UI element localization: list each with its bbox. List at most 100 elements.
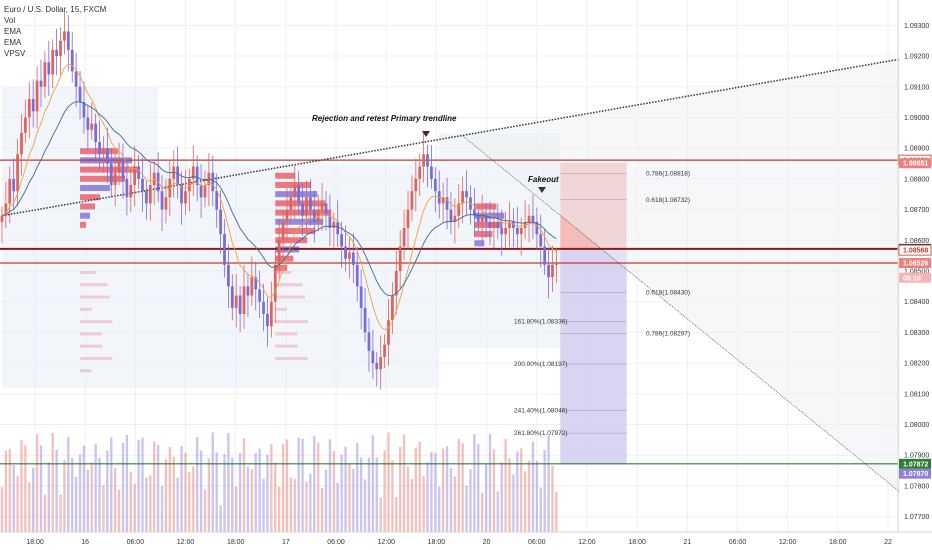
time-tick-label: 16	[81, 539, 89, 546]
time-tick-label: 12:00	[377, 539, 395, 546]
volume-bar	[199, 450, 203, 532]
volume-bar	[32, 467, 35, 532]
volume-bar	[86, 469, 90, 532]
volume-bar	[20, 440, 23, 532]
candle-body	[63, 31, 66, 41]
volume-bar	[262, 478, 265, 532]
volume-bar	[289, 477, 293, 532]
candle-body	[266, 313, 269, 327]
price-badge	[899, 258, 931, 269]
profile-bar-faded	[275, 295, 305, 299]
volume-bar	[207, 458, 211, 532]
legend-indicator-ema-2[interactable]: EMA	[4, 38, 22, 47]
fib-label: 241.40%(1.08046)	[514, 407, 568, 414]
candle-body	[59, 40, 62, 57]
candle-body	[145, 191, 148, 204]
profile-bar-faded	[80, 344, 103, 348]
candle-body	[51, 49, 55, 75]
candle-body	[543, 246, 547, 265]
candle-body	[219, 209, 222, 235]
volume-bar	[117, 489, 121, 532]
volume-bar	[246, 466, 250, 532]
candle-body	[465, 191, 468, 198]
candle-body	[496, 221, 500, 229]
candle-body	[184, 191, 187, 204]
legend-indicator-vpsv[interactable]: VPSV	[4, 49, 26, 58]
candle-body	[441, 197, 445, 204]
candle-body	[383, 344, 386, 357]
volume-bar	[500, 462, 503, 532]
volume-bar	[0, 487, 4, 532]
chart-legend: Euro / U.S. Dollar, 15, FXCM Vol EMA EMA…	[4, 4, 106, 59]
volume-bar	[227, 432, 230, 532]
candle-body	[402, 228, 406, 247]
profile-bar-faded	[275, 344, 298, 348]
candle-body	[355, 264, 359, 287]
volume-bar	[125, 435, 129, 532]
volume-bar	[215, 452, 218, 532]
volume-bar	[114, 468, 117, 532]
candle-body	[82, 102, 86, 118]
profile-bar-faded	[275, 356, 308, 360]
session-box	[1, 86, 159, 388]
profile-bar-faded	[275, 320, 308, 324]
candle-body	[531, 215, 535, 222]
volume-bar	[55, 449, 58, 532]
candle-body	[187, 178, 191, 192]
candle-body	[410, 191, 414, 210]
profile-bar	[275, 172, 296, 179]
candle-body	[160, 191, 164, 210]
candle-body	[515, 228, 519, 235]
candle-body	[20, 132, 23, 155]
volume-bar	[527, 460, 531, 532]
profile-bar-faded	[80, 356, 113, 360]
volume-bar	[438, 486, 441, 532]
volume-layer	[0, 432, 558, 532]
candle-body	[387, 320, 390, 345]
candle-body	[195, 166, 199, 186]
volume-bar	[344, 446, 347, 532]
volume-bar	[145, 477, 148, 532]
candle-body	[555, 263, 558, 265]
profile-bar-faded	[275, 271, 291, 274]
volume-bar	[270, 444, 273, 532]
profile-bar	[474, 203, 497, 210]
price-badge-label: 1.07872	[903, 461, 928, 468]
volume-bar	[383, 450, 386, 532]
volume-bar	[336, 482, 339, 532]
profile-bar-faded	[80, 295, 110, 299]
volume-bar	[473, 434, 476, 532]
profile-bar-faded	[275, 307, 287, 311]
profile-bar-faded	[80, 271, 96, 274]
candle-body	[293, 185, 297, 198]
candle-body	[191, 166, 195, 179]
price-badge-label: 1.08526	[903, 261, 928, 268]
candle-body	[320, 203, 324, 210]
legend-indicator-ema-1[interactable]: EMA	[4, 27, 22, 36]
volume-bar	[418, 441, 421, 532]
price-tick-label: 1.07900	[904, 453, 929, 460]
price-tick-label: 1.08600	[904, 238, 929, 245]
price-badges: 1.088611.088511.085721.085681.0852608:18…	[898, 154, 932, 479]
volume-bar	[43, 494, 47, 532]
volume-bar	[492, 449, 496, 532]
volume-bar	[523, 471, 527, 532]
price-axis[interactable]: 1.09300 1.09200 1.09100 1.09000 1.08900 1.088…	[904, 23, 929, 521]
volume-bar	[422, 475, 425, 532]
fib-label: 161.80%(1.08336)	[514, 318, 568, 325]
volume-bar	[477, 444, 480, 532]
time-axis[interactable]: 18:00 16 06:00 12:00 18:00 17 06:00 12:00 18:00 2…	[26, 539, 892, 546]
legend-indicator-vol[interactable]: Vol	[4, 16, 16, 25]
candle-body	[230, 286, 234, 308]
volume-bar	[90, 461, 93, 532]
profile-bar	[275, 191, 318, 198]
volume-bar	[469, 468, 472, 532]
volume-bar	[539, 487, 542, 532]
volume-bar	[16, 475, 19, 532]
candle-body	[16, 154, 19, 192]
volume-bar	[266, 454, 269, 532]
volume-bar	[340, 454, 343, 532]
volume-bar	[47, 462, 50, 532]
volume-bar	[98, 457, 101, 532]
